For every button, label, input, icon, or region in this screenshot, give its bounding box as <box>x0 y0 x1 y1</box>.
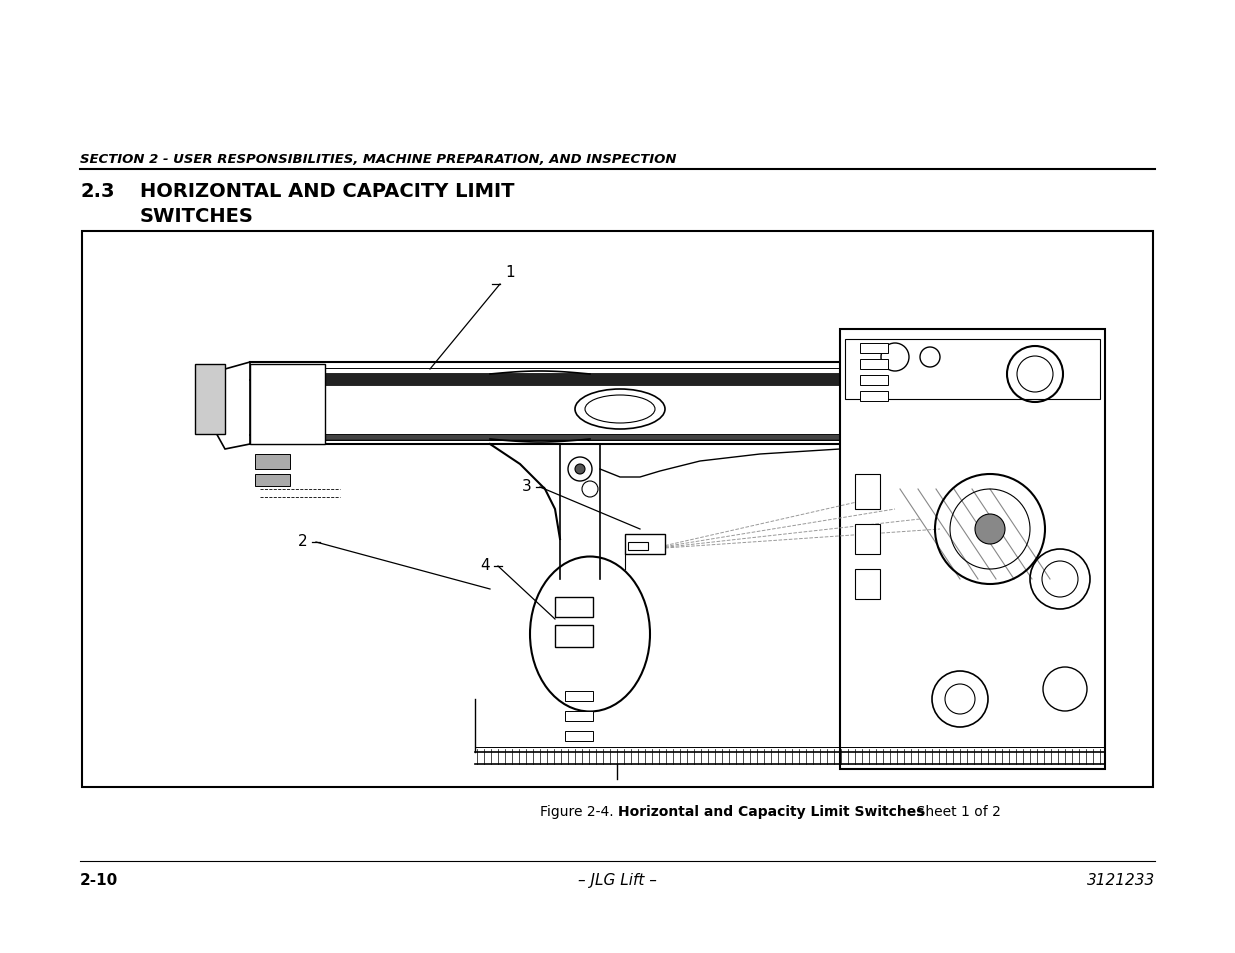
Text: 2.3: 2.3 <box>80 182 115 201</box>
Text: HORIZONTAL AND CAPACITY LIMIT: HORIZONTAL AND CAPACITY LIMIT <box>140 182 515 201</box>
Bar <box>254 475 290 486</box>
Bar <box>249 365 325 444</box>
Text: 3: 3 <box>522 478 532 494</box>
Bar <box>629 542 648 551</box>
Bar <box>564 731 593 741</box>
Bar <box>195 365 225 435</box>
Bar <box>254 455 290 470</box>
Bar <box>840 330 1105 769</box>
Bar <box>860 344 888 354</box>
Bar <box>855 524 881 555</box>
Text: - Sheet 1 of 2: - Sheet 1 of 2 <box>903 804 1000 818</box>
Bar <box>555 625 593 647</box>
Text: 2: 2 <box>298 534 308 548</box>
Bar <box>249 374 840 386</box>
Bar <box>555 598 593 618</box>
Text: Horizontal and Capacity Limit Switches: Horizontal and Capacity Limit Switches <box>618 804 924 818</box>
Text: 1: 1 <box>505 265 515 280</box>
Bar <box>564 711 593 721</box>
Bar <box>860 392 888 401</box>
Text: SWITCHES: SWITCHES <box>140 207 254 226</box>
Text: 2-10: 2-10 <box>80 872 119 887</box>
Bar <box>82 232 1153 787</box>
Circle shape <box>568 457 592 481</box>
Bar <box>564 691 593 701</box>
Bar <box>855 569 881 599</box>
Text: SECTION 2 - USER RESPONSIBILITIES, MACHINE PREPARATION, AND INSPECTION: SECTION 2 - USER RESPONSIBILITIES, MACHI… <box>80 152 677 166</box>
Text: 4: 4 <box>480 558 489 573</box>
Bar <box>845 339 1100 399</box>
Circle shape <box>576 464 585 475</box>
Text: Figure 2-4.: Figure 2-4. <box>540 804 618 818</box>
Bar <box>249 435 840 439</box>
Circle shape <box>582 481 598 497</box>
Text: – JLG Lift –: – JLG Lift – <box>578 872 657 887</box>
Bar <box>860 359 888 370</box>
Bar <box>855 475 881 510</box>
Bar <box>625 535 664 555</box>
Circle shape <box>974 515 1005 544</box>
Text: 3121233: 3121233 <box>1087 872 1155 887</box>
Bar <box>860 375 888 386</box>
